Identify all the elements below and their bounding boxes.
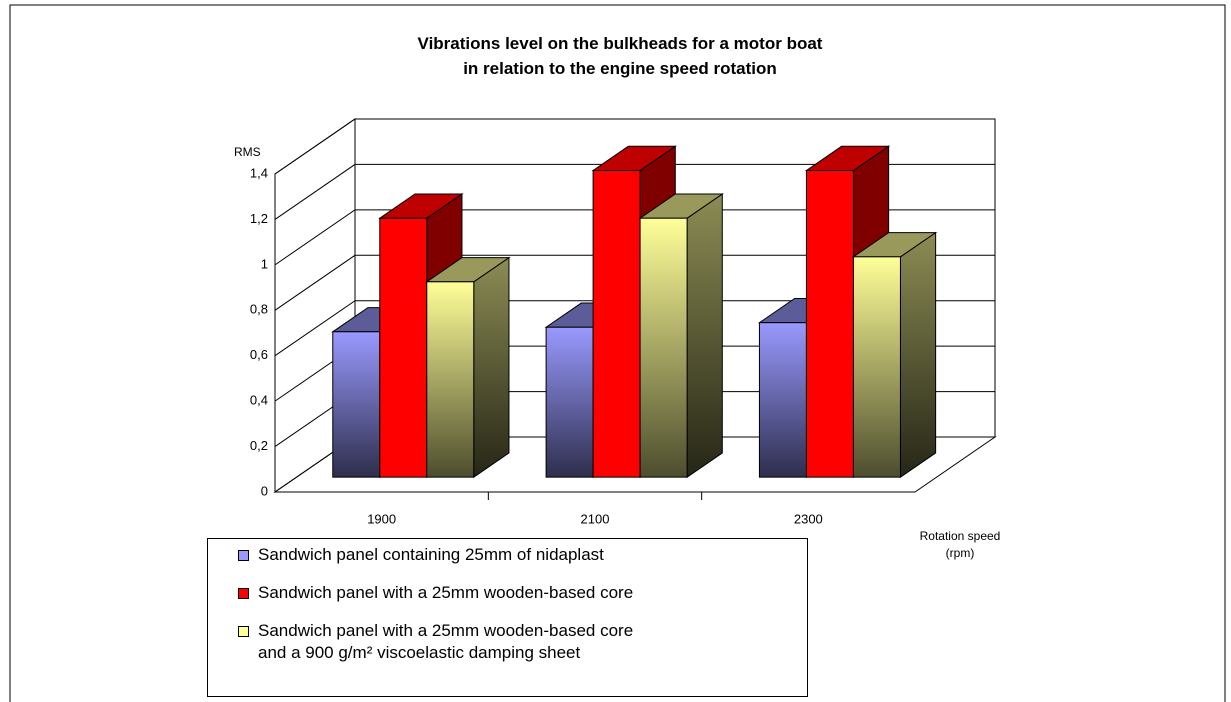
y-tick-label: 0,4 [250, 393, 268, 408]
bar-side [473, 256, 510, 479]
bar [852, 256, 901, 478]
bar [592, 170, 641, 478]
x-tick-label: 1900 [367, 511, 396, 526]
legend-entry: Sandwich panel with a 25mm wooden-based … [238, 620, 807, 664]
y-tick-label: 1 [261, 256, 268, 271]
legend-swatch [238, 588, 249, 599]
x-tick-label: 2100 [581, 511, 610, 526]
y-axis-label: RMS [234, 145, 261, 159]
legend-entry: Sandwich panel containing 25mm of nidapl… [238, 544, 807, 566]
x-tick-label: 2300 [794, 511, 823, 526]
y-tick-label: 0,2 [250, 438, 268, 453]
grid-line [274, 209, 995, 266]
legend-swatch [238, 550, 249, 561]
bar [332, 331, 381, 478]
grid-line [274, 254, 995, 311]
y-tick-label: 0 [261, 483, 268, 498]
bar [426, 281, 475, 478]
chart-title: Vibrations level on the bulkheads for a … [417, 34, 823, 78]
grid-line [274, 163, 995, 220]
bar [379, 217, 428, 478]
legend-label: Sandwich panel with a 25mm wooden-based … [258, 621, 634, 662]
bar [805, 170, 854, 478]
legend-swatch [238, 626, 249, 637]
y-tick-label: 0,8 [250, 302, 268, 317]
legend-entry: Sandwich panel with a 25mm wooden-based … [238, 582, 807, 604]
y-tick-label: 1,4 [250, 165, 268, 180]
frame [9, 4, 1226, 702]
legend-label: Sandwich panel containing 25mm of nidapl… [258, 545, 604, 564]
grid-line [274, 118, 995, 175]
bar [758, 322, 807, 478]
bar-side [686, 193, 723, 479]
y-tick-label: 1,2 [250, 211, 268, 226]
legend-label: Sandwich panel with a 25mm wooden-based … [258, 583, 634, 602]
bar [545, 326, 594, 478]
y-tick-label: 0,6 [250, 347, 268, 362]
legend: Sandwich panel containing 25mm of nidapl… [207, 538, 808, 697]
x-axis-label: Rotation speed (rpm) [919, 529, 1001, 560]
bar-side [899, 231, 937, 479]
bar [639, 217, 688, 478]
grid-line [274, 300, 995, 357]
